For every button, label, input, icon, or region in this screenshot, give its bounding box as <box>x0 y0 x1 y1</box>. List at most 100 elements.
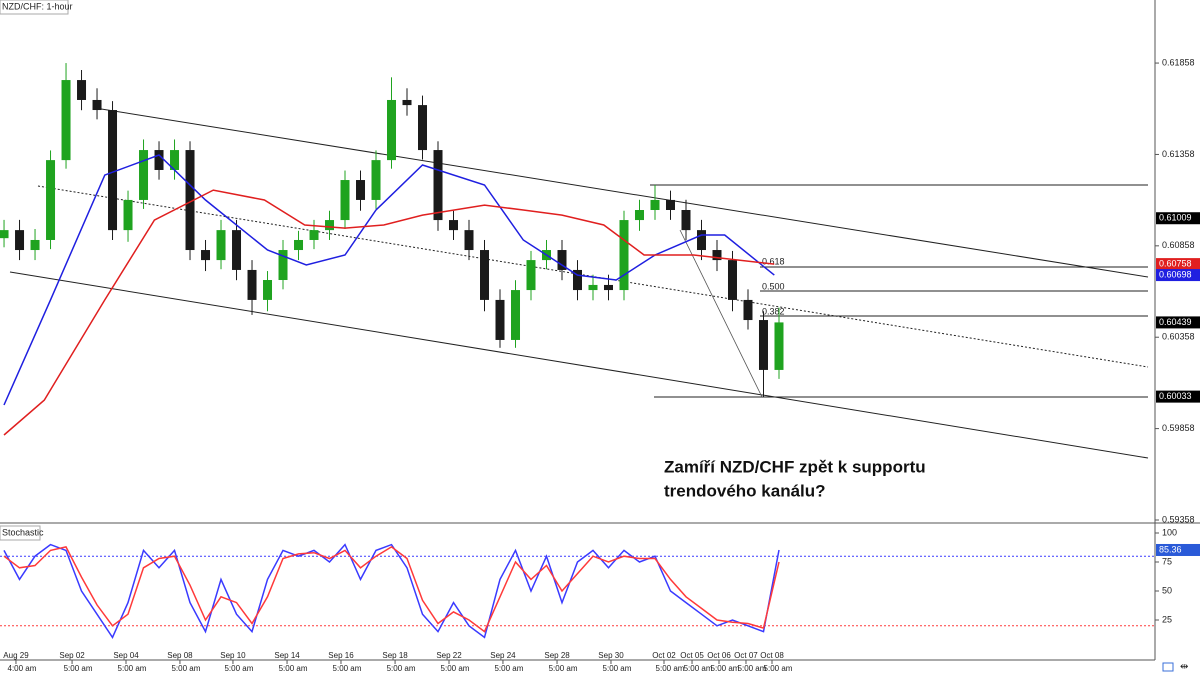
candle-body <box>325 220 335 231</box>
candle-body <box>263 280 273 300</box>
candle-body <box>154 150 164 170</box>
candle-body <box>449 220 459 231</box>
icon[interactable] <box>1162 662 1174 672</box>
y-tick-label: 25 <box>1162 614 1172 624</box>
x-tick-label: Sep 30 <box>598 651 624 660</box>
price-tag <box>1156 316 1200 329</box>
x-tick-label: Oct 07 <box>734 651 758 660</box>
candle-body <box>92 99 102 111</box>
y-tick-label: 50 <box>1162 585 1172 595</box>
icon[interactable]: ⇹ <box>1180 662 1188 673</box>
candle-body <box>371 160 381 200</box>
candle-body <box>495 299 505 340</box>
candle-body <box>696 230 706 251</box>
y-tick-label: 0.59358 <box>1162 514 1195 524</box>
x-tick-label: Oct 05 <box>680 651 704 660</box>
candle-body <box>356 180 366 200</box>
candle-body <box>201 250 211 261</box>
candle-body <box>247 269 257 300</box>
channel-upper <box>94 107 1149 278</box>
x-tick-label: Oct 08 <box>760 651 784 660</box>
title-box <box>0 0 69 15</box>
candle-body <box>511 290 521 340</box>
y-tick-label: 0.61858 <box>1162 57 1195 67</box>
x-tick-label: Sep 16 <box>328 651 354 660</box>
fib-label: 0.382 <box>762 306 785 316</box>
price-tag-label: 0.60698 <box>1159 269 1192 279</box>
y-tick-label: 0.61358 <box>1162 149 1195 159</box>
candle-body <box>557 250 567 270</box>
candle-body <box>774 322 784 370</box>
candle-body <box>46 160 56 240</box>
candle-body <box>665 199 675 211</box>
candle-body <box>743 299 753 321</box>
candle-body <box>758 320 768 370</box>
candle-body <box>340 180 350 221</box>
annotation: trendového kanálu? <box>664 481 826 500</box>
candle-body <box>309 230 319 240</box>
x-tick-label: Sep 10 <box>220 651 246 660</box>
candle-body <box>387 99 397 161</box>
candle-body <box>681 210 691 231</box>
line-series <box>3 154 775 406</box>
candle-body <box>526 260 536 291</box>
candle-body <box>619 220 629 291</box>
x-tick-label: Sep 24 <box>490 651 516 660</box>
x-tick-label: Sep 18 <box>382 651 408 660</box>
y-tick-label: 75 <box>1162 556 1172 566</box>
x-tick-label: 5:00 am <box>118 664 147 673</box>
price-tag-label: 0.60439 <box>1159 317 1192 327</box>
x-tick-label: 5:00 am <box>64 664 93 673</box>
x-tick-label: 5:00 am <box>549 664 578 673</box>
y-tick-label: 100 <box>1162 527 1177 537</box>
x-tick-label: 4:00 am <box>8 664 37 673</box>
chart-title: NZD/CHF: 1-hour <box>2 1 73 11</box>
title-box <box>0 525 41 541</box>
x-tick-label: 5:00 am <box>494 664 523 673</box>
x-tick-label: Oct 02 <box>652 651 676 660</box>
y-tick-label: 0.60358 <box>1162 332 1195 342</box>
candle-body <box>15 230 25 251</box>
x-tick-label: Oct 06 <box>707 651 731 660</box>
candle-body <box>30 239 40 251</box>
price-tag <box>1156 390 1200 403</box>
candle-body <box>402 99 412 106</box>
candle-body <box>418 105 428 151</box>
candle-body <box>727 260 737 300</box>
candle-body <box>712 250 722 261</box>
candle-body <box>464 230 474 251</box>
x-tick-label: Sep 08 <box>167 651 193 660</box>
x-tick-label: 5:00 am <box>387 664 416 673</box>
x-tick-label: 5:00 am <box>656 664 685 673</box>
annotation: Zamíří NZD/CHF zpět k supportu <box>664 457 926 476</box>
channel-middle <box>37 185 1149 368</box>
candle-body <box>573 269 582 291</box>
y-tick-label: 0.60858 <box>1162 240 1195 250</box>
price-tag <box>1156 269 1200 282</box>
candle-body <box>108 110 118 231</box>
x-tick-label: Sep 28 <box>544 651 570 660</box>
price-tag-label: 85.36 <box>1159 544 1182 554</box>
fib-label: 0.618 <box>762 256 785 266</box>
price-tag <box>1156 543 1200 556</box>
candle-body <box>0 230 9 239</box>
line-series <box>3 545 780 633</box>
price-tag <box>1156 258 1200 271</box>
x-tick-label: 5:00 am <box>764 664 793 673</box>
price-tag-label: 0.61009 <box>1159 213 1192 223</box>
channel-lower <box>9 271 1149 459</box>
candle-body <box>433 150 443 221</box>
x-tick-label: Sep 02 <box>59 651 85 660</box>
x-tick-label: 5:00 am <box>224 664 253 673</box>
x-tick-label: 5:00 am <box>738 664 767 673</box>
candle-body <box>216 230 226 261</box>
price-tag <box>1156 212 1200 225</box>
x-tick-label: 5:00 am <box>279 664 308 673</box>
x-tick-label: Sep 22 <box>436 651 462 660</box>
candle-body <box>123 199 133 231</box>
fib-swing <box>679 229 763 398</box>
candle-body <box>634 210 644 221</box>
x-tick-label: 5:00 am <box>441 664 470 673</box>
